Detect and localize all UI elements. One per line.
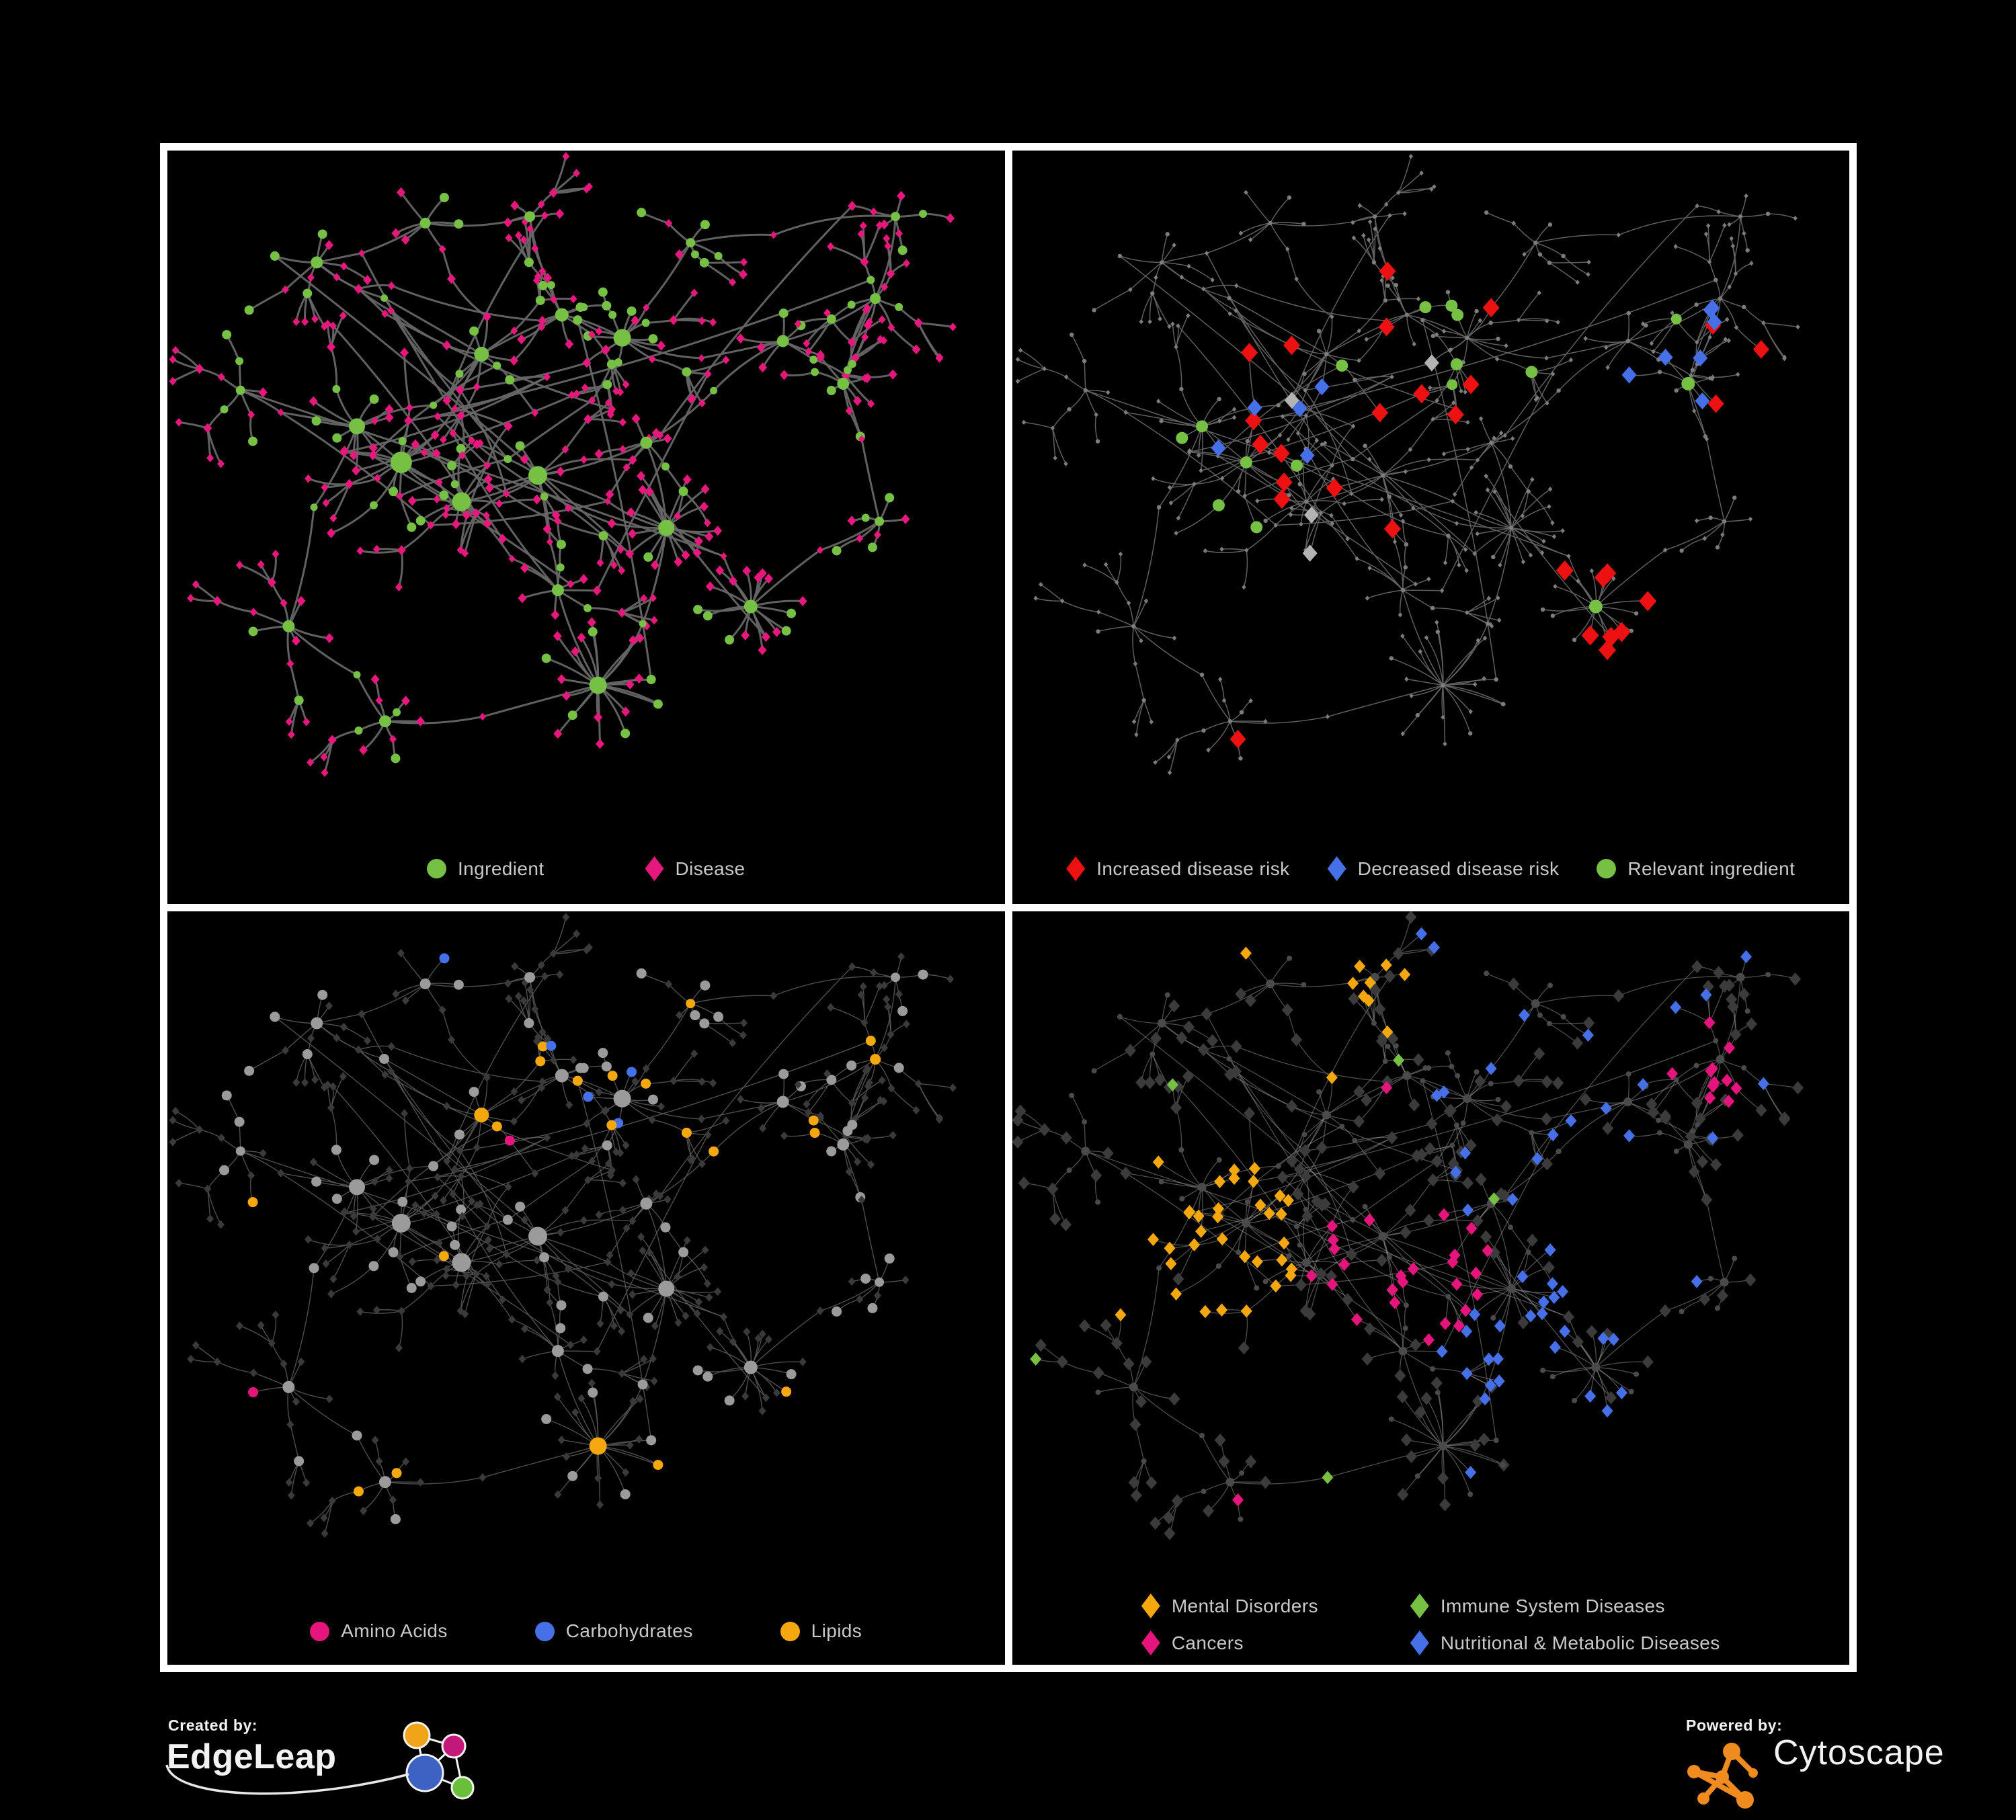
powered-by-label: Powered by: (1686, 1716, 1783, 1734)
edgeleap-logo-icon (403, 1721, 475, 1800)
legend-panel-3: Amino Acids Carbohydrates Lipids (167, 1620, 1005, 1642)
legend-label: Relevant ingredient (1627, 858, 1796, 879)
legend-panel-4: Mental Disorders Immune System Diseases … (1141, 1594, 1720, 1655)
legend-label: Cancers (1171, 1632, 1244, 1653)
lipids-marker-icon (780, 1621, 800, 1641)
edgeleap-branding: Created by: EdgeLeap (161, 1712, 484, 1820)
decreased-risk-marker-icon (1327, 856, 1346, 881)
legend-item-lipids: Lipids (780, 1620, 862, 1642)
mental-disorders-marker-icon (1141, 1594, 1160, 1618)
legend-label: Decreased disease risk (1357, 858, 1560, 879)
network-canvas-2 (1015, 153, 1800, 776)
network-panel-nutrient-classes: Amino Acids Carbohydrates Lipids (167, 911, 1005, 1665)
legend-item-disease: Disease (645, 856, 745, 881)
network-panel-disease-classes: Mental Disorders Immune System Diseases … (1012, 911, 1849, 1665)
cytoscape-wordmark: Cytoscape (1773, 1733, 1945, 1772)
legend-label: Immune System Diseases (1440, 1595, 1665, 1616)
legend-item-increased-risk: Increased disease risk (1066, 856, 1289, 881)
legend-item-mental-disorders: Mental Disorders (1141, 1594, 1410, 1618)
nutritional-metabolic-marker-icon (1410, 1630, 1429, 1655)
legend-label: Increased disease risk (1096, 858, 1290, 879)
network-canvas-4 (1012, 911, 1804, 1540)
created-by-label: Created by: (168, 1716, 258, 1734)
legend-item-nutritional-metabolic: Nutritional & Metabolic Diseases (1410, 1630, 1720, 1655)
edgeleap-swoosh-icon (165, 1764, 409, 1795)
amino-acids-marker-icon (310, 1621, 330, 1641)
legend-item-cancers: Cancers (1141, 1630, 1410, 1655)
legend-panel-2: Increased disease risk Decreased disease… (1012, 856, 1850, 881)
legend-label: Carbohydrates (565, 1620, 693, 1641)
ingredient-marker-icon (426, 859, 446, 878)
cytoscape-logo-icon (1687, 1743, 1758, 1809)
legend-item-ingredient: Ingredient (426, 858, 545, 880)
cancers-marker-icon (1141, 1630, 1160, 1655)
legend-label: Nutritional & Metabolic Diseases (1440, 1632, 1720, 1653)
legend-item-carbohydrates: Carbohydrates (534, 1620, 693, 1642)
legend-item-immune-diseases: Immune System Diseases (1410, 1594, 1720, 1618)
network-panel-disease-risk: Increased disease risk Decreased disease… (1012, 151, 1850, 904)
disease-marker-icon (645, 856, 664, 881)
legend-item-amino-acids: Amino Acids (310, 1620, 447, 1642)
network-canvas-3 (169, 913, 957, 1538)
legend-label: Mental Disorders (1171, 1595, 1318, 1616)
legend-panel-1: Ingredient Disease (167, 856, 1005, 881)
figure-grid: Ingredient Disease Increased disease ris… (160, 143, 1857, 1672)
legend-label: Amino Acids (341, 1620, 448, 1641)
network-canvas-1 (169, 152, 957, 777)
immune-diseases-marker-icon (1410, 1594, 1429, 1618)
increased-risk-marker-icon (1066, 856, 1086, 881)
legend-label: Disease (675, 858, 745, 879)
carbohydrates-marker-icon (534, 1621, 555, 1641)
cytoscape-branding: Powered by: Cytoscape (1679, 1712, 2002, 1820)
legend-label: Ingredient (457, 858, 545, 879)
legend-item-decreased-risk: Decreased disease risk (1327, 856, 1560, 881)
legend-label: Lipids (811, 1620, 862, 1641)
network-panel-ingredient-disease: Ingredient Disease (167, 151, 1005, 904)
edgeleap-wordmark: EdgeLeap (167, 1737, 337, 1776)
legend-item-relevant-ingredient: Relevant ingredient (1597, 858, 1795, 880)
relevant-ingredient-marker-icon (1597, 859, 1617, 878)
cytoscape-logo-nodes (1687, 1743, 1758, 1809)
